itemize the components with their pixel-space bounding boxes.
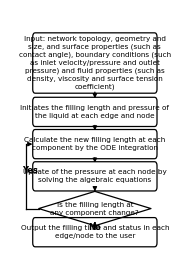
Text: Output the filling time and status in each
edge/node to the user: Output the filling time and status in ea… xyxy=(21,225,169,239)
FancyBboxPatch shape xyxy=(33,97,157,126)
Text: Yes: Yes xyxy=(22,167,38,175)
FancyBboxPatch shape xyxy=(33,218,157,247)
Text: Initiates the filling length and pressure of
the liquid at each edge and node: Initiates the filling length and pressur… xyxy=(20,105,169,119)
Text: Calculate the new filling length at each
component by the ODE integration: Calculate the new filling length at each… xyxy=(24,137,165,151)
FancyBboxPatch shape xyxy=(33,162,157,191)
FancyBboxPatch shape xyxy=(33,33,157,93)
FancyBboxPatch shape xyxy=(33,129,157,159)
Text: Update of the pressure at each node by
solving the algebraic equations: Update of the pressure at each node by s… xyxy=(23,169,167,183)
Text: No: No xyxy=(89,223,101,232)
Text: Input: network topology, geometry and
size, and surface properties (such as
cont: Input: network topology, geometry and si… xyxy=(19,36,171,90)
Text: Is the filling length at
any component change?: Is the filling length at any component c… xyxy=(50,201,139,216)
